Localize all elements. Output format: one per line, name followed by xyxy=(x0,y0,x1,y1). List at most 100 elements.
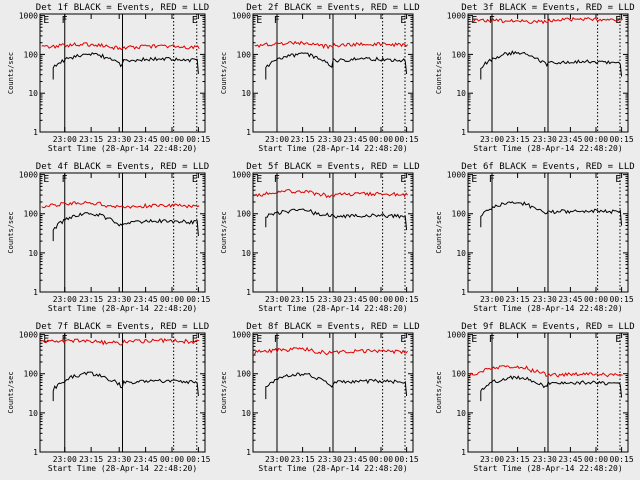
events-series xyxy=(52,52,199,80)
x-tick-label: 00:15 xyxy=(395,135,419,144)
x-tick-label: 00:15 xyxy=(186,295,210,304)
marker-e: E xyxy=(256,334,262,345)
panel-title: Det 2f BLACK = Events, RED = LLD xyxy=(246,3,419,13)
y-axis-label: Counts/sec xyxy=(7,52,15,94)
x-tick-label: 23:15 xyxy=(291,295,315,304)
events-series xyxy=(480,201,623,228)
x-axis-label: Start Time (28-Apr-14 22:48:20) xyxy=(473,304,622,313)
y-axis-label: Counts/sec xyxy=(220,52,228,94)
x-tick-label: 23:15 xyxy=(291,455,315,464)
lld-series xyxy=(254,40,408,50)
y-tick-label: 1000 xyxy=(19,171,38,180)
x-tick-label: 23:15 xyxy=(79,135,103,144)
x-axis-label: Start Time (28-Apr-14 22:48:20) xyxy=(258,304,407,313)
x-tick-label: 00:00 xyxy=(160,295,184,304)
y-axis-label: Counts/sec xyxy=(435,371,443,413)
marker-f: F xyxy=(489,334,495,345)
y-axis-label: Counts/sec xyxy=(7,211,15,253)
panel-det-5: Det 5f BLACK = Events, RED = LLD 1 10 100 10… xyxy=(220,162,420,313)
events-series xyxy=(52,212,199,242)
marker-e: E xyxy=(43,174,49,185)
marker-e: E xyxy=(400,334,406,345)
marker-e: E xyxy=(400,15,406,26)
panel-det-8: Det 8f BLACK = Events, RED = LLD 1 10 100 10… xyxy=(220,322,420,473)
y-tick-label: 1 xyxy=(246,448,251,457)
x-tick-label: 23:45 xyxy=(558,295,582,304)
lld-series xyxy=(469,16,623,25)
y-tick-label: 10 xyxy=(456,249,466,258)
x-tick-label: 23:00 xyxy=(480,135,504,144)
x-tick-label: 23:45 xyxy=(343,135,367,144)
y-axis-label: Counts/sec xyxy=(7,371,15,413)
x-tick-label: 00:00 xyxy=(160,455,184,464)
y-axis-label: Counts/sec xyxy=(435,52,443,94)
x-axis-label: Start Time (28-Apr-14 22:48:20) xyxy=(473,144,622,153)
panel-det-1: Det 1f BLACK = Events, RED = LLD 1 10 100 10… xyxy=(7,3,211,153)
x-tick-label: 23:00 xyxy=(480,455,504,464)
x-tick-label: 23:30 xyxy=(318,455,342,464)
marker-e: E xyxy=(256,15,262,26)
marker-f: F xyxy=(489,174,495,185)
marker-f: F xyxy=(274,334,280,345)
lld-series xyxy=(469,365,623,378)
panel-title: Det 8f BLACK = Events, RED = LLD xyxy=(246,322,419,332)
y-tick-label: 10 xyxy=(28,249,38,258)
panel-title: Det 6f BLACK = Events, RED = LLD xyxy=(461,162,634,172)
marker-e: E xyxy=(192,334,198,345)
x-tick-label: 00:15 xyxy=(610,135,634,144)
marker-e: E xyxy=(615,174,621,185)
y-tick-label: 1 xyxy=(246,128,251,137)
x-tick-label: 23:00 xyxy=(480,295,504,304)
y-tick-label: 100 xyxy=(452,210,467,219)
x-tick-label: 00:15 xyxy=(186,455,210,464)
marker-f: F xyxy=(274,174,280,185)
x-tick-label: 23:15 xyxy=(79,455,103,464)
x-tick-label: 23:00 xyxy=(265,295,289,304)
x-axis-label: Start Time (28-Apr-14 22:48:20) xyxy=(48,144,197,153)
x-tick-label: 00:15 xyxy=(395,295,419,304)
x-tick-label: 23:45 xyxy=(134,135,158,144)
x-tick-label: 00:00 xyxy=(369,455,393,464)
y-tick-label: 1000 xyxy=(447,331,466,340)
x-tick-label: 23:30 xyxy=(318,135,342,144)
events-series xyxy=(265,208,408,231)
marker-e: E xyxy=(192,15,198,26)
panel-det-6: Det 6f BLACK = Events, RED = LLD 1 10 100 10… xyxy=(435,162,635,313)
x-tick-label: 00:15 xyxy=(610,295,634,304)
panel-det-3: Det 3f BLACK = Events, RED = LLD 1 10 100 10… xyxy=(435,3,635,153)
x-tick-label: 23:45 xyxy=(558,135,582,144)
y-tick-label: 10 xyxy=(456,89,466,98)
marker-f: F xyxy=(61,334,67,345)
y-tick-label: 1 xyxy=(461,448,466,457)
x-tick-label: 23:45 xyxy=(134,295,158,304)
x-tick-label: 00:00 xyxy=(369,135,393,144)
y-axis-label: Counts/sec xyxy=(220,211,228,253)
marker-f: F xyxy=(274,15,280,26)
x-axis-label: Start Time (28-Apr-14 22:48:20) xyxy=(258,464,407,473)
x-tick-label: 23:30 xyxy=(533,455,557,464)
marker-e: E xyxy=(192,174,198,185)
events-series xyxy=(265,372,408,400)
y-tick-label: 10 xyxy=(28,409,38,418)
x-tick-label: 23:45 xyxy=(343,455,367,464)
y-tick-label: 1 xyxy=(33,288,38,297)
marker-f: F xyxy=(61,174,67,185)
marker-e: E xyxy=(400,174,406,185)
panel-title: Det 1f BLACK = Events, RED = LLD xyxy=(36,3,209,13)
x-tick-label: 23:30 xyxy=(107,455,131,464)
y-tick-label: 100 xyxy=(452,50,467,59)
y-tick-label: 1 xyxy=(461,288,466,297)
y-tick-label: 10 xyxy=(241,409,251,418)
x-tick-label: 23:30 xyxy=(318,295,342,304)
x-tick-label: 23:15 xyxy=(506,135,530,144)
x-tick-label: 23:15 xyxy=(506,455,530,464)
panel-det-2: Det 2f BLACK = Events, RED = LLD 1 10 100 10… xyxy=(220,3,420,153)
panel-title: Det 7f BLACK = Events, RED = LLD xyxy=(36,322,209,332)
x-tick-label: 00:15 xyxy=(186,135,210,144)
y-tick-label: 1 xyxy=(33,128,38,137)
x-tick-label: 23:00 xyxy=(265,455,289,464)
panel-title: Det 5f BLACK = Events, RED = LLD xyxy=(246,162,419,172)
lld-series xyxy=(41,200,200,209)
y-tick-label: 100 xyxy=(24,210,39,219)
x-tick-label: 23:30 xyxy=(533,295,557,304)
